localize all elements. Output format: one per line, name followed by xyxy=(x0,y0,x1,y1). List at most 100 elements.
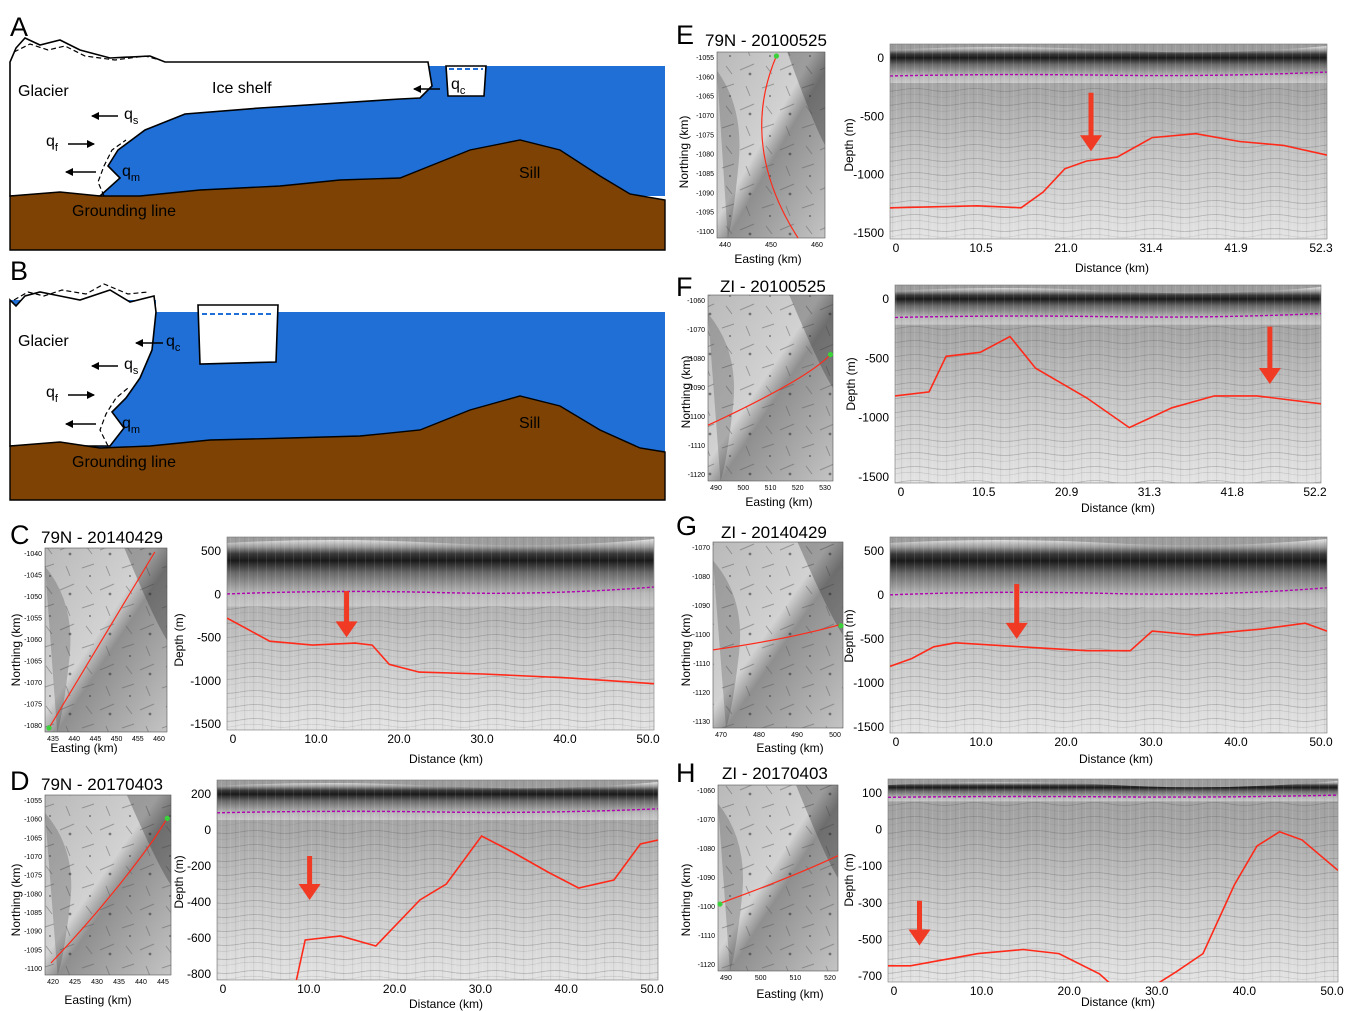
ytick: 0 xyxy=(882,292,889,306)
flux-qf-b: qf xyxy=(46,384,59,405)
xtick: 40.0 xyxy=(1224,735,1248,749)
panel-title: ZI - 20100525 xyxy=(720,277,826,296)
map-ytick: -1090 xyxy=(692,603,710,610)
bed-trace xyxy=(295,834,658,980)
map-xtick: 420 xyxy=(47,979,59,986)
panel-d: D 79N - 20170403 -1055 -1060 -1065 -1070 -1075… xyxy=(9,766,664,1011)
label-ice-shelf-a: Ice shelf xyxy=(212,80,272,97)
ytick: 500 xyxy=(201,544,221,558)
xtick: 20.9 xyxy=(1055,485,1079,499)
radar-streaks xyxy=(888,779,1338,982)
ytick: -1000 xyxy=(190,674,221,688)
ytick: -1500 xyxy=(853,720,884,734)
xtick: 31.3 xyxy=(1138,485,1162,499)
ytick: -100 xyxy=(858,859,882,873)
map-ytick: -1090 xyxy=(24,929,42,936)
calved-block-a xyxy=(445,65,487,97)
feature-arrowhead xyxy=(1258,368,1281,384)
map-ytick: -1090 xyxy=(687,385,705,392)
map-ytick: -1100 xyxy=(688,414,705,421)
map-terrain xyxy=(796,785,838,878)
surface-pick xyxy=(216,808,659,814)
diagram-a: A Glacier Ice shelf Grounding line Sill … xyxy=(9,12,666,251)
xtick: 0 xyxy=(220,982,227,996)
bed-trace xyxy=(1158,830,1338,982)
ytick: -500 xyxy=(858,932,882,946)
map-ylabel: Northing (km) xyxy=(679,864,693,937)
radar-streaks xyxy=(217,780,658,980)
map-xtick: 480 xyxy=(753,732,765,739)
map-ytick: -1055 xyxy=(24,798,42,805)
map-ytick: -1055 xyxy=(24,616,42,623)
glacier-ice-a xyxy=(9,37,433,197)
ytick: -500 xyxy=(197,631,221,645)
ytick: -1000 xyxy=(853,676,884,690)
calving-front-dashed-a xyxy=(97,139,127,197)
map-ytick: -1080 xyxy=(24,891,42,898)
map-xtick: 490 xyxy=(720,975,732,982)
panel-e: E 79N - 20100525 -1055 -1060 -1065 -1070 -1075… xyxy=(676,20,1333,275)
radargram-frame xyxy=(889,43,1328,240)
feature-arrowhead xyxy=(1005,622,1028,639)
bed-trace xyxy=(895,335,1321,429)
map-ytick: -1100 xyxy=(697,229,714,236)
map-ytick: -1060 xyxy=(24,637,42,644)
panel-letter-a: A xyxy=(10,12,28,42)
xtick: 10.0 xyxy=(304,732,328,746)
feature-arrowhead xyxy=(335,621,358,638)
panel-title: 79N - 20170403 xyxy=(41,775,163,794)
ytick: 0 xyxy=(877,51,884,65)
xtick: 30.0 xyxy=(1139,735,1163,749)
map-ytick: -1070 xyxy=(696,113,714,120)
former-surface-b xyxy=(13,283,149,301)
map-ytick: -1100 xyxy=(698,904,715,911)
map-xtick: 460 xyxy=(811,242,823,249)
start-marker xyxy=(827,351,834,358)
xtick: 52.3 xyxy=(1309,241,1333,255)
radargram-frame xyxy=(894,284,1322,484)
map-frame xyxy=(44,547,168,733)
xtick: 41.9 xyxy=(1224,241,1248,255)
map-ytick: -1080 xyxy=(24,723,42,730)
map-ytick: -1110 xyxy=(693,661,710,668)
map-xtick: 490 xyxy=(710,485,722,492)
map-ytick: -1095 xyxy=(696,210,714,217)
radar-streaks xyxy=(890,44,1327,239)
map-ytick: -1110 xyxy=(698,933,715,940)
ytick: -800 xyxy=(187,967,211,981)
xtick: 30.0 xyxy=(1145,984,1169,998)
map-terrain xyxy=(45,813,72,975)
ytick: -300 xyxy=(858,896,882,910)
ytick: 200 xyxy=(191,787,211,801)
panel-g: G ZI - 20140429 -1070 -1080 -1090 -1100 -1110 -… xyxy=(676,511,1333,766)
diagram-b: B Glacier Grounding line Sill qc qs qf q… xyxy=(9,256,666,501)
map-ytick: -1070 xyxy=(697,817,715,824)
panel-letter: C xyxy=(10,520,30,550)
map-ytick: -1070 xyxy=(692,545,710,552)
map-texture xyxy=(45,795,171,975)
ytick: -600 xyxy=(187,931,211,945)
map-xlabel: Easting (km) xyxy=(756,741,823,755)
profile-xlabel: Distance (km) xyxy=(1079,752,1153,766)
map-ytick: -1120 xyxy=(693,690,710,697)
map-ytick: -1080 xyxy=(696,152,714,159)
former-surface-a xyxy=(13,43,161,61)
map-ytick: -1120 xyxy=(688,472,705,479)
panel-f: F ZI - 20100525 -1060 -1070 -1080 -1090 -1100 -… xyxy=(676,272,1327,515)
xtick: 10.0 xyxy=(297,982,321,996)
map-ytick: -1085 xyxy=(696,171,714,178)
flux-qc-a: qc xyxy=(451,76,466,97)
profile-xlabel: Distance (km) xyxy=(1081,995,1155,1009)
map-ylabel: Northing (km) xyxy=(9,864,23,937)
map-xtick: 435 xyxy=(47,736,59,743)
map-xtick: 430 xyxy=(91,979,103,986)
map-texture xyxy=(717,52,825,238)
profile-ylabel: Depth (m) xyxy=(842,118,856,171)
map-terrain xyxy=(797,542,843,635)
map-xtick: 510 xyxy=(789,975,801,982)
ytick: -1500 xyxy=(853,226,884,240)
map-ytick: -1070 xyxy=(687,327,705,334)
panel-letter-b: B xyxy=(10,256,28,286)
xtick: 10.5 xyxy=(972,485,996,499)
map-xlabel: Easting (km) xyxy=(50,741,117,755)
